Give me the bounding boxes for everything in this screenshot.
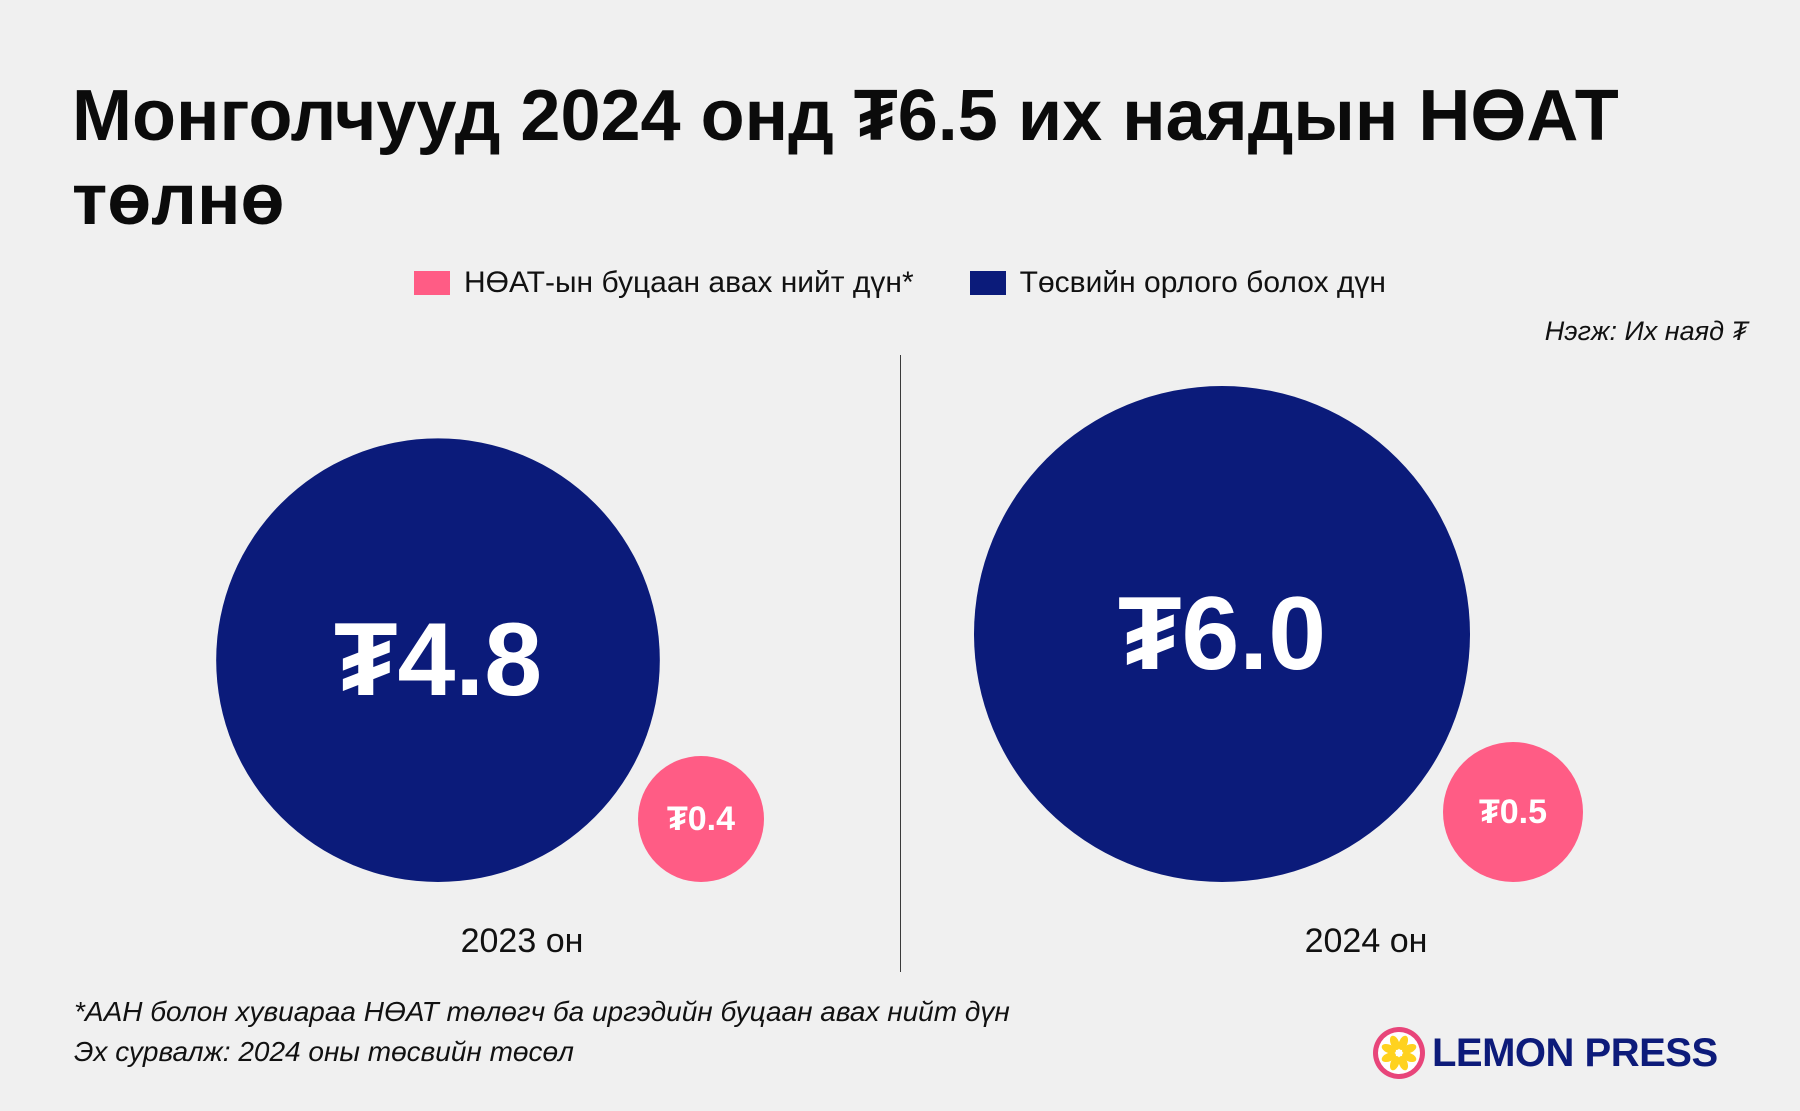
category-label-2: 2024 он — [1305, 922, 1428, 960]
category-label-1: 2023 он — [461, 922, 584, 960]
legend-item-refund: НӨАТ-ын буцаан авах нийт дүн* — [414, 266, 914, 300]
lemon-press-logo: LEMON PRESS — [1372, 1026, 1718, 1080]
legend-swatch-refund — [414, 271, 450, 295]
legend: НӨАТ-ын буцаан авах нийт дүн* Төсвийн ор… — [0, 266, 1800, 300]
bubble-budget-2 — [974, 386, 1470, 882]
lemon-slice-icon — [1373, 1027, 1425, 1079]
panel-divider — [900, 355, 901, 972]
bubble-budget-label-1: ₮4.8 — [334, 602, 542, 718]
logo-text: LEMON PRESS — [1432, 1030, 1718, 1075]
legend-label-budget: Төсвийн орлого болох дүн — [1019, 266, 1386, 299]
legend-label-refund: НӨАТ-ын буцаан авах нийт дүн* — [464, 266, 914, 299]
footnote-note: *ААН болон хувиараа НӨАТ төлөгч ба иргэд… — [74, 996, 1010, 1027]
unit-label: Нэгж: Их наяд ₮ — [1544, 316, 1748, 346]
bubble-refund-label-2: ₮0.5 — [1479, 793, 1547, 831]
footnote-source: Эх сурвалж: 2024 оны төсвийн төсөл — [74, 1036, 574, 1067]
bubble-refund-label-1: ₮0.4 — [667, 800, 735, 838]
bubble-refund-2 — [1443, 742, 1583, 882]
legend-item-budget: Төсвийн орлого болох дүн — [969, 266, 1386, 300]
bubble-refund-1 — [638, 756, 764, 882]
chart-title: Монголчууд 2024 онд ₮6.5 их наядын НӨАТ … — [72, 76, 1619, 240]
bubble-chart: ₮4.8 ₮0.4 2023 он ₮6.0 ₮0.5 2024 он — [216, 386, 1583, 960]
bubble-budget-label-2: ₮6.0 — [1118, 576, 1326, 692]
bubble-budget-1 — [216, 438, 660, 882]
legend-swatch-budget — [969, 271, 1006, 295]
